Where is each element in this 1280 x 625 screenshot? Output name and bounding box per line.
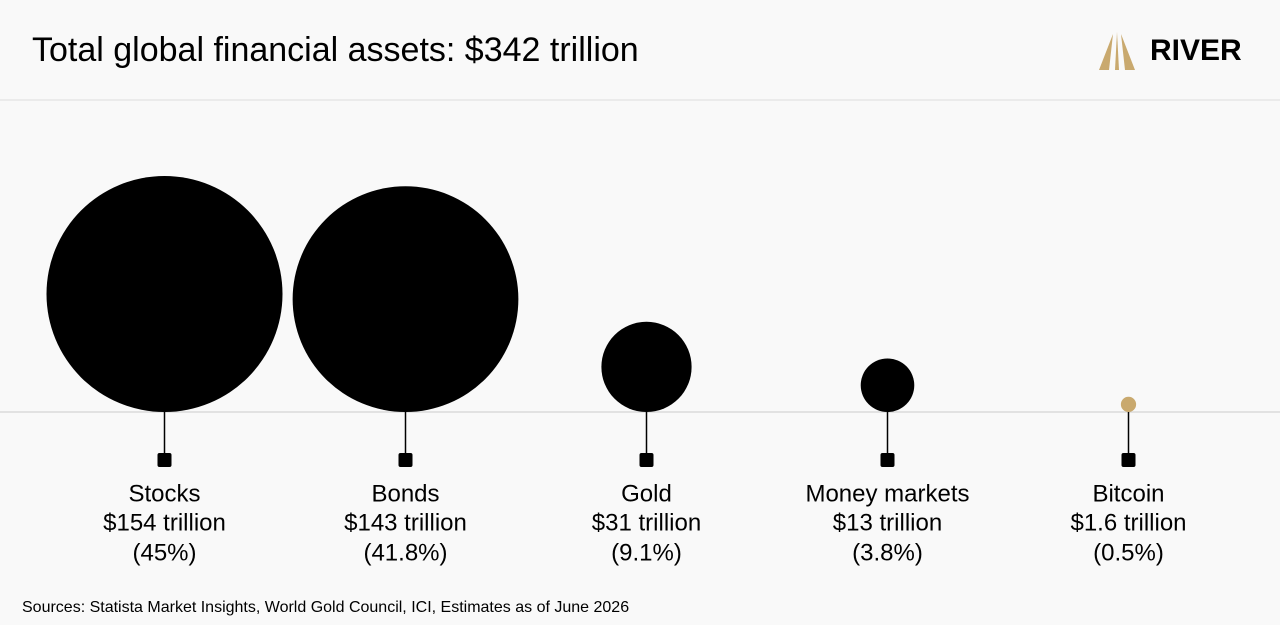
stem-marker — [1121, 453, 1136, 467]
value-label: $31 trillion — [592, 509, 701, 536]
value-label: $13 trillion — [833, 509, 942, 536]
bubble — [601, 321, 692, 412]
value-label: $1.6 trillion — [1070, 509, 1186, 536]
share-label: (3.8%) — [852, 539, 923, 566]
share-label: (45%) — [132, 539, 196, 566]
bubble — [1120, 396, 1137, 412]
bubble — [292, 186, 519, 412]
stem-marker — [157, 453, 172, 467]
stem-marker — [398, 453, 413, 467]
logo-icon — [1099, 32, 1135, 70]
share-label: (9.1%) — [611, 539, 682, 566]
value-label: $154 trillion — [103, 509, 226, 536]
category-label: Bonds — [371, 480, 439, 507]
stem-marker — [880, 453, 895, 467]
category-label: Gold — [621, 480, 672, 507]
category-label: Stocks — [128, 480, 200, 507]
bubble — [46, 176, 283, 412]
category-label: Money markets — [805, 480, 969, 507]
brand: RIVER — [1150, 34, 1242, 67]
category-label: Bitcoin — [1092, 480, 1164, 507]
chart-title: Total global financial assets: $342 tril… — [32, 31, 639, 69]
source-note: Sources: Statista Market Insights, World… — [22, 599, 629, 616]
share-label: (41.8%) — [363, 539, 447, 566]
share-label: (0.5%) — [1093, 539, 1164, 566]
bubble — [860, 358, 915, 412]
stem-marker — [639, 453, 654, 467]
value-label: $143 trillion — [344, 509, 467, 536]
